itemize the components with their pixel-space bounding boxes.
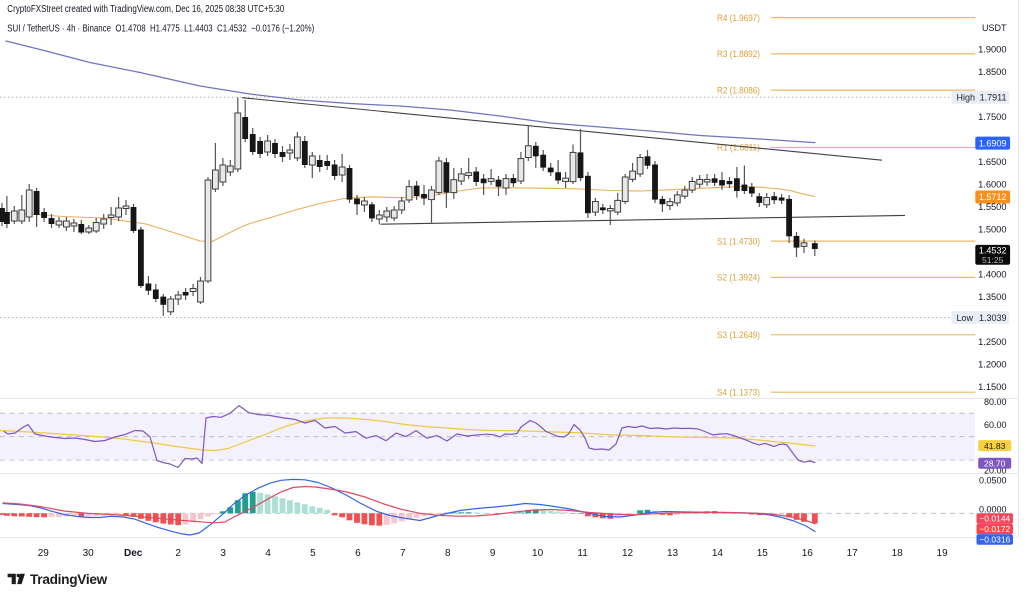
svg-text:−0.0316: −0.0316 — [979, 535, 1010, 545]
svg-text:80.00: 80.00 — [984, 397, 1007, 407]
svg-text:−0.0172: −0.0172 — [979, 524, 1010, 534]
svg-text:TradingView: TradingView — [30, 571, 107, 587]
svg-text:1.3039: 1.3039 — [979, 313, 1007, 323]
svg-text:Low: Low — [957, 313, 974, 323]
svg-text:7: 7 — [400, 548, 406, 559]
svg-text:SUI / TetherUS · 4h · Binance: SUI / TetherUS · 4h · Binance O1.4708 H1… — [7, 23, 314, 34]
svg-text:S2 (1.3924): S2 (1.3924) — [717, 273, 760, 283]
svg-text:S1 (1.4730): S1 (1.4730) — [717, 236, 760, 246]
svg-text:5: 5 — [310, 548, 316, 559]
svg-text:CryptoFXStreet created with Tr: CryptoFXStreet created with TradingView.… — [7, 4, 284, 15]
svg-text:3: 3 — [220, 548, 226, 559]
svg-text:16: 16 — [802, 548, 814, 559]
svg-text:S3 (1.2649): S3 (1.2649) — [717, 330, 760, 340]
svg-text:1.7500: 1.7500 — [978, 112, 1006, 122]
svg-text:1.6000: 1.6000 — [978, 179, 1006, 189]
svg-text:R4 (1.9697): R4 (1.9697) — [717, 13, 760, 23]
svg-text:41.83: 41.83 — [984, 441, 1006, 451]
svg-text:R2 (1.8086): R2 (1.8086) — [717, 85, 760, 95]
svg-text:High: High — [957, 93, 976, 103]
svg-text:1.3500: 1.3500 — [978, 292, 1006, 302]
svg-text:9: 9 — [490, 548, 496, 559]
svg-text:4: 4 — [265, 548, 271, 559]
svg-text:1.6500: 1.6500 — [978, 157, 1006, 167]
svg-text:29: 29 — [38, 548, 50, 559]
svg-text:28.70: 28.70 — [984, 459, 1006, 469]
svg-text:1.5000: 1.5000 — [978, 224, 1006, 234]
svg-text:51:25: 51:25 — [982, 255, 1004, 265]
svg-text:1.1500: 1.1500 — [978, 382, 1006, 392]
svg-text:1.9000: 1.9000 — [978, 44, 1006, 54]
svg-text:12: 12 — [622, 548, 634, 559]
svg-text:10: 10 — [532, 548, 544, 559]
svg-text:0.0500: 0.0500 — [979, 475, 1007, 485]
svg-text:60.00: 60.00 — [984, 420, 1007, 430]
svg-text:1.7911: 1.7911 — [980, 93, 1007, 103]
svg-text:1.8500: 1.8500 — [978, 67, 1006, 77]
svg-text:USDT: USDT — [982, 23, 1007, 33]
svg-text:Dec: Dec — [124, 548, 143, 559]
svg-text:1.5712: 1.5712 — [979, 192, 1007, 202]
svg-text:17: 17 — [847, 548, 859, 559]
svg-text:8: 8 — [445, 548, 451, 559]
svg-text:15: 15 — [757, 548, 769, 559]
svg-text:1.4000: 1.4000 — [978, 269, 1006, 279]
svg-text:S4 (1.1373): S4 (1.1373) — [717, 387, 760, 397]
svg-text:13: 13 — [667, 548, 679, 559]
svg-text:1.6909: 1.6909 — [979, 138, 1007, 148]
svg-text:R3 (1.8892): R3 (1.8892) — [717, 49, 760, 59]
svg-text:1.2500: 1.2500 — [978, 337, 1006, 347]
svg-text:14: 14 — [712, 548, 724, 559]
svg-text:11: 11 — [577, 548, 588, 559]
svg-text:30: 30 — [83, 548, 95, 559]
svg-text:−0.0144: −0.0144 — [979, 514, 1010, 524]
svg-text:19: 19 — [937, 548, 949, 559]
svg-text:6: 6 — [355, 548, 361, 559]
svg-text:18: 18 — [892, 548, 904, 559]
svg-text:1.2000: 1.2000 — [978, 359, 1006, 369]
svg-text:2: 2 — [175, 548, 181, 559]
